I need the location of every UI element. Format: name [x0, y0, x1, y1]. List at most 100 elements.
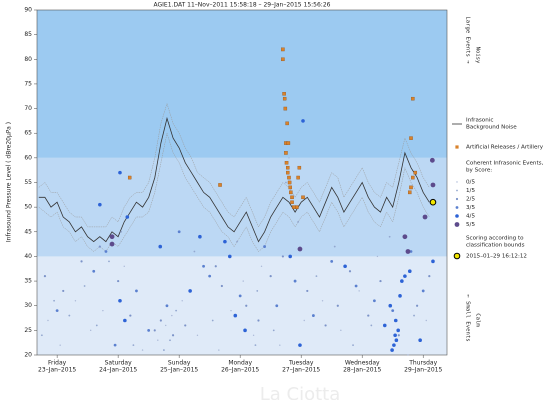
- event-point: [398, 294, 402, 298]
- event-point: [256, 290, 259, 292]
- legend-label: 4/5: [466, 214, 475, 220]
- legend-heading: by Score:: [466, 168, 492, 174]
- event-point: [227, 254, 232, 259]
- event-point: [285, 181, 287, 184]
- event-point: [113, 343, 117, 347]
- event-point: [260, 265, 263, 267]
- event-point: [394, 338, 399, 343]
- event-point: [208, 274, 212, 278]
- legend-highlight-swatch: [453, 252, 461, 260]
- artillery-point: [408, 190, 412, 195]
- highlight-point: [429, 198, 437, 206]
- event-point: [98, 202, 102, 207]
- event-point: [55, 309, 59, 313]
- chart-title: AGIE1.DAT 11–Nov–2011 15:58:18 – 29–Jan–…: [154, 2, 331, 9]
- artillery-point: [287, 180, 292, 185]
- x-tick-label: Tuesday: [288, 360, 314, 367]
- y-tick-label: 50: [24, 204, 32, 211]
- event-point: [390, 348, 394, 352]
- event-point: [242, 280, 244, 282]
- x-tick-date: 25–Jan–2015: [160, 367, 198, 374]
- y-tick-label: 80: [24, 56, 32, 63]
- artillery-point: [284, 151, 288, 155]
- legend-swatch: [455, 206, 459, 209]
- artillery-point: [288, 185, 292, 190]
- event-point: [238, 294, 242, 298]
- watermark: La Ciotta: [260, 384, 341, 400]
- event-point: [288, 157, 290, 159]
- y-tick-label: 90: [24, 7, 32, 14]
- event-point: [109, 234, 115, 240]
- x-tick-date: 27–Jan–2015: [282, 367, 320, 374]
- event-point: [135, 289, 138, 293]
- y-tick-label: 20: [24, 352, 32, 359]
- event-point: [159, 319, 162, 322]
- event-point: [132, 344, 135, 347]
- event-point: [177, 230, 181, 234]
- artillery-point: [282, 92, 286, 96]
- event-point: [403, 274, 407, 278]
- event-point: [263, 245, 266, 248]
- event-point: [53, 299, 55, 302]
- artillery-point: [281, 47, 285, 52]
- event-point: [92, 269, 96, 273]
- y-tick-label: 75: [24, 80, 32, 87]
- event-point: [165, 324, 167, 327]
- event-point: [425, 319, 427, 322]
- event-point: [252, 334, 255, 336]
- event-point: [392, 343, 396, 347]
- event-point: [279, 344, 281, 346]
- artillery-point: [218, 183, 222, 187]
- artillery-point: [409, 136, 413, 140]
- legend-swatch: [454, 222, 460, 227]
- artillery-point: [285, 121, 289, 126]
- x-tick-date: 26–Jan–2015: [221, 367, 259, 374]
- event-point: [333, 245, 336, 248]
- legend-swatch: [456, 181, 458, 183]
- x-tick-label: Saturday: [105, 360, 132, 367]
- y-tick-label: 65: [24, 130, 32, 137]
- x-tick-label: Thursday: [408, 360, 437, 367]
- event-point: [422, 214, 428, 220]
- event-point: [171, 314, 173, 317]
- event-point: [370, 324, 373, 327]
- event-point: [297, 221, 300, 223]
- artillery-point: [287, 175, 291, 180]
- event-point: [298, 343, 302, 347]
- artillery-point: [290, 200, 294, 204]
- y-tick-label: 70: [24, 105, 32, 112]
- event-point: [418, 338, 422, 343]
- artillery-point: [413, 170, 418, 175]
- event-point: [125, 215, 130, 219]
- legend-artillery-swatch: [455, 145, 459, 149]
- event-point: [393, 318, 398, 323]
- event-point: [243, 328, 247, 333]
- zone-label: Noisy: [475, 47, 481, 64]
- event-point: [430, 182, 436, 188]
- y-tick-label: 55: [24, 179, 32, 186]
- event-point: [245, 304, 248, 307]
- event-point: [321, 300, 324, 302]
- artillery-point: [283, 106, 288, 111]
- event-point: [95, 324, 98, 327]
- noise-line: [38, 116, 430, 243]
- event-point: [153, 329, 156, 332]
- artillery-point: [127, 175, 132, 180]
- event-point: [198, 234, 202, 239]
- event-point: [297, 246, 303, 252]
- event-point: [158, 244, 163, 249]
- event-point: [388, 235, 391, 238]
- event-point: [391, 309, 395, 313]
- event-point: [123, 318, 127, 323]
- event-point: [428, 275, 431, 278]
- event-point: [117, 279, 120, 283]
- event-point: [211, 319, 214, 322]
- event-point: [104, 250, 108, 253]
- band: [37, 157, 447, 257]
- y-tick-label: 60: [24, 154, 32, 161]
- event-point: [220, 284, 223, 288]
- event-point: [272, 329, 275, 332]
- legend-note: classification bounds: [466, 243, 525, 249]
- artillery-point: [290, 195, 294, 200]
